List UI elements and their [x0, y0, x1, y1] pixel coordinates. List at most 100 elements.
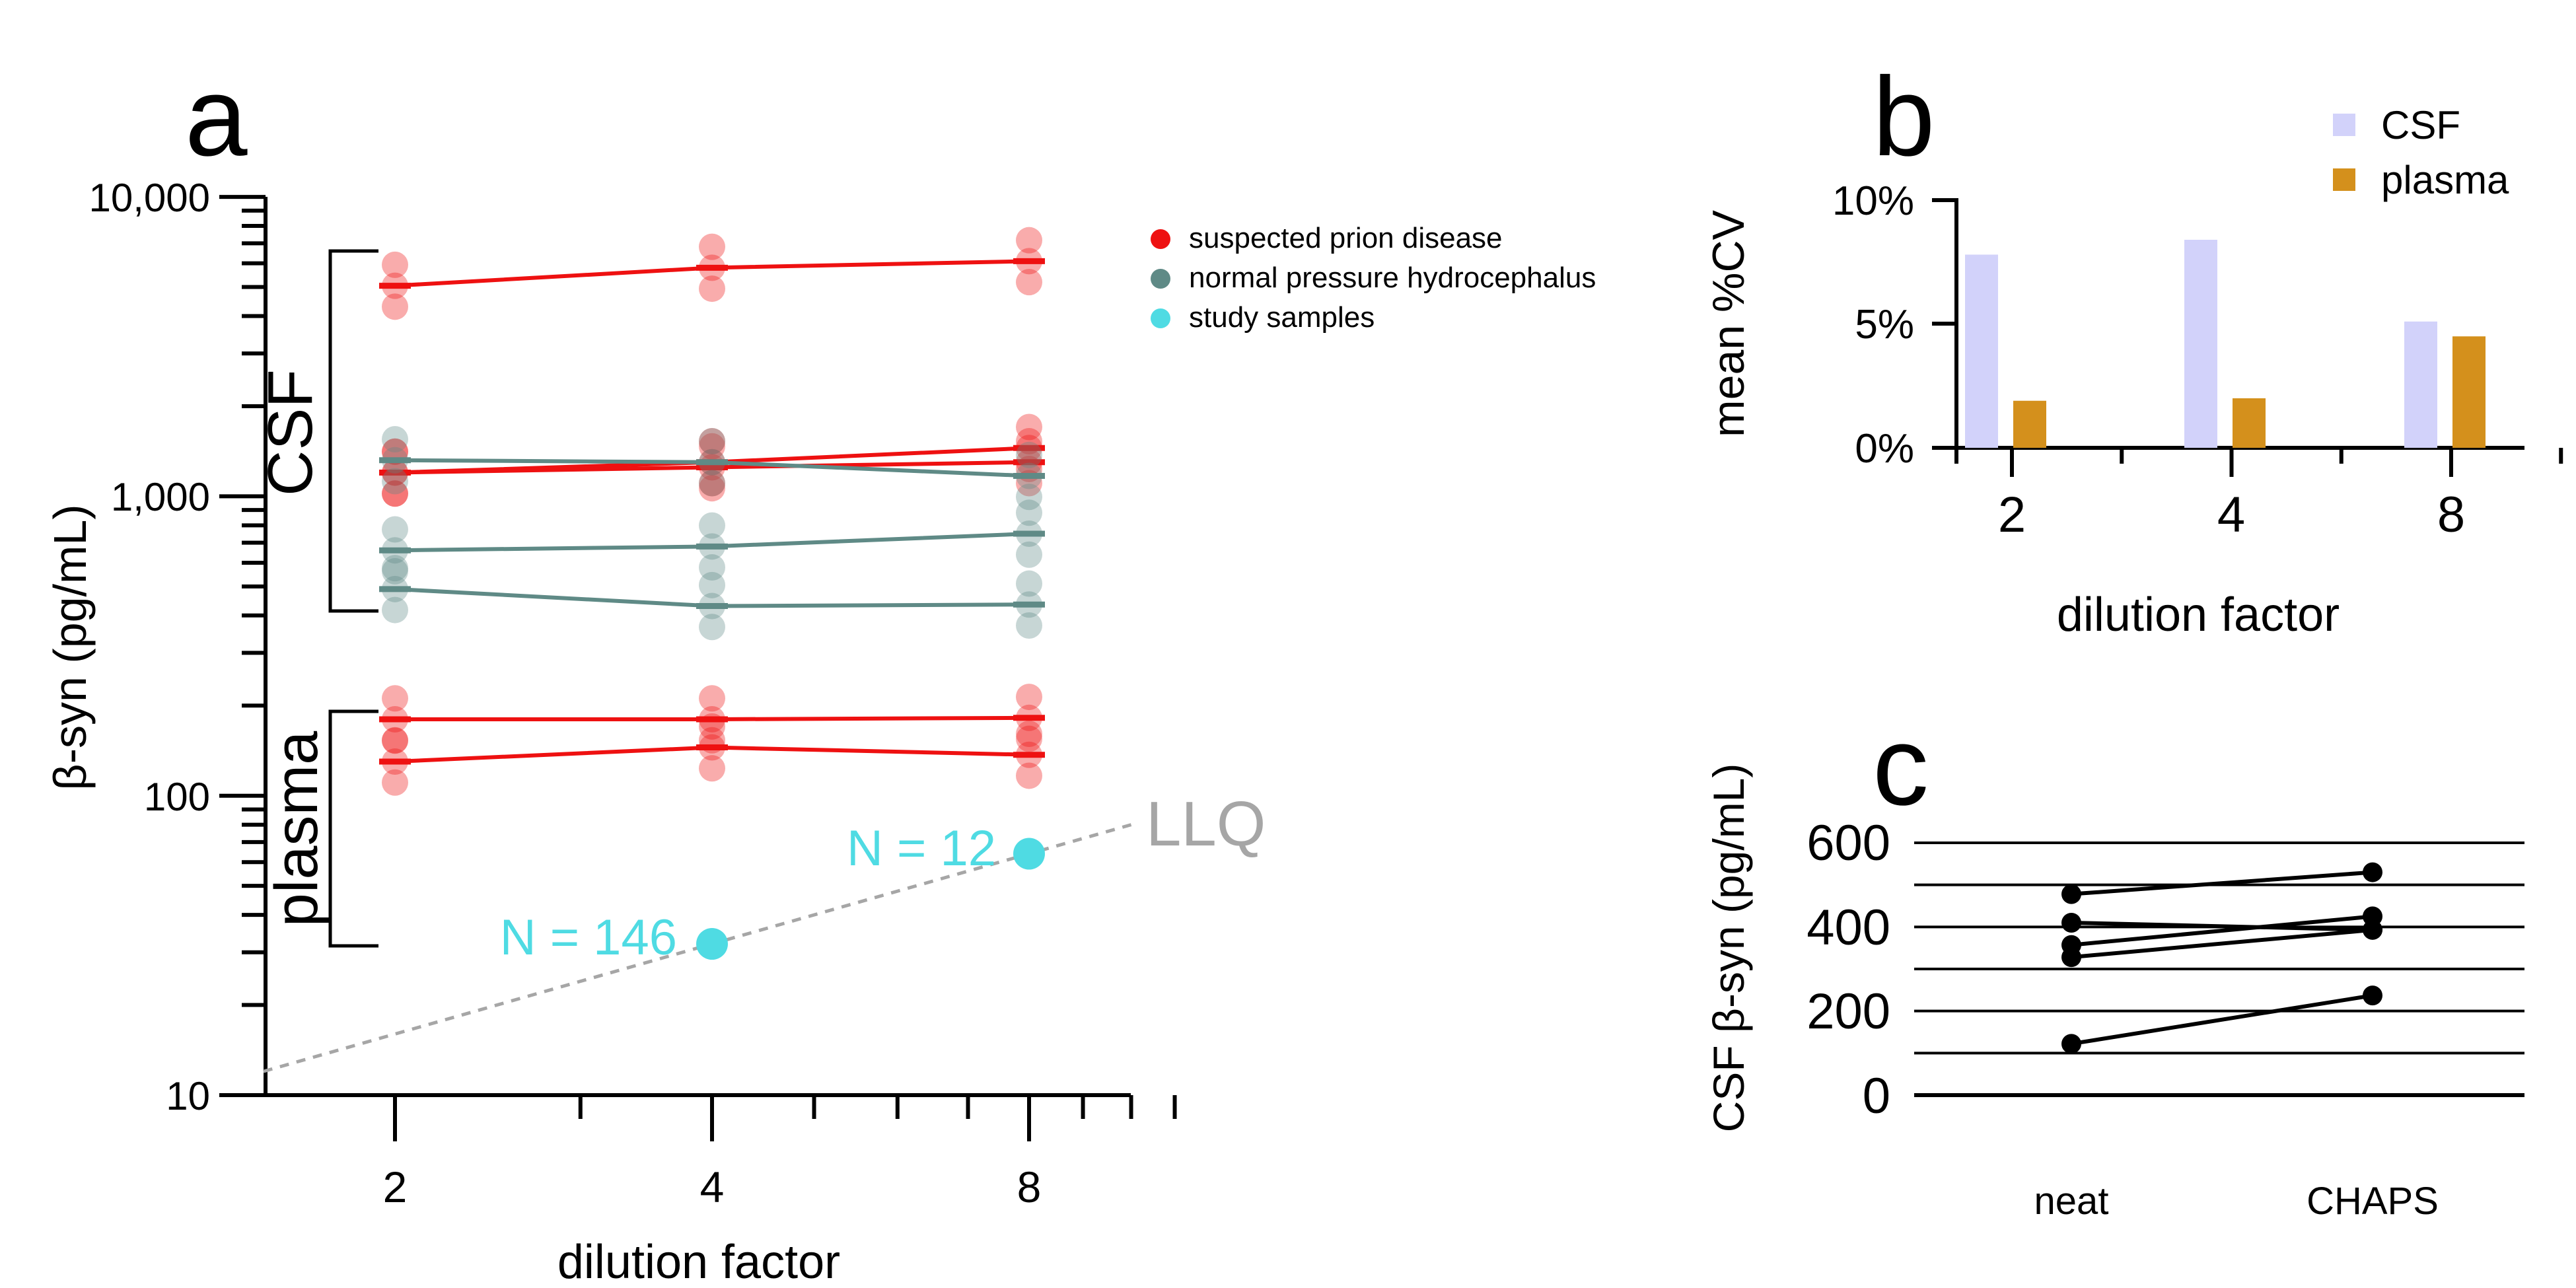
panel-b-x-tick-label: 4 [2217, 487, 2245, 543]
pair-3 [2061, 919, 2382, 968]
replicate-point [1016, 227, 1042, 254]
pair-line [2071, 870, 2373, 896]
panel-b-legend: CSF plasma [2333, 103, 2509, 202]
panel-b: b 0% 5% 10% 2 4 8 dilution factor mean %… [1703, 54, 2563, 641]
panel-a-y-tick-label: 1,000 [111, 475, 210, 519]
replicate-point [382, 516, 408, 543]
replicate-point [699, 433, 725, 460]
replicate-point [699, 614, 725, 641]
panel-a-y-axis-label: β-syn (pg/mL) [44, 504, 96, 790]
replicate-point [699, 275, 725, 303]
panel-a-y-tick-label: 10 [166, 1074, 210, 1118]
pair-line [2071, 993, 2373, 1046]
csf-bracket [328, 249, 378, 613]
panel-a-letter: a [185, 54, 248, 180]
series-nph-3 [379, 426, 1045, 511]
panel-a-y-tick-label: 100 [144, 775, 210, 819]
bar-plasma [2013, 400, 2046, 448]
panel-b-bars [1965, 240, 2486, 448]
panel-a-x-tick-label: 4 [700, 1163, 725, 1211]
study-sample-point [1013, 838, 1045, 870]
legend-swatch-plasma [2333, 168, 2355, 191]
legend-swatch-csf [2333, 114, 2355, 136]
replicate-point [699, 428, 725, 455]
replicate-point [699, 475, 725, 502]
replicate-point [1016, 499, 1042, 526]
panel-a-y-ticks [219, 195, 266, 1097]
legend-marker-prion [1151, 229, 1170, 249]
series-nph-5 [379, 555, 1045, 641]
replicate-point [1016, 483, 1042, 511]
panel-c: c 0 200 400 600 neat CHAPS CSF β-syn (pg… [1704, 703, 2524, 1223]
panel-c-y-tick-label: 0 [1863, 1068, 1890, 1124]
panel-a-data [379, 227, 1045, 960]
pair-line [2071, 914, 2373, 947]
panel-b-x-tick-label: 2 [1998, 487, 2026, 543]
panel-c-y-tick-label: 400 [1807, 900, 1890, 956]
pair-point [2363, 862, 2382, 882]
panel-b-x-axis-label: dilution factor [2057, 589, 2340, 641]
replicate-point [382, 480, 408, 507]
replicate-point [1016, 541, 1042, 568]
bar-plasma [2452, 336, 2486, 448]
replicate-point [382, 769, 408, 796]
replicate-point [382, 685, 408, 712]
pair-point [2061, 947, 2081, 968]
panel-b-x-tick-label: 8 [2437, 487, 2465, 543]
replicate-point [699, 428, 725, 455]
replicate-point [382, 293, 408, 320]
replicate-point [699, 470, 725, 497]
replicate-point [699, 512, 725, 539]
study-sample-point [696, 928, 728, 960]
replicate-point [382, 557, 408, 585]
bar-csf [1965, 254, 1998, 448]
plasma-bracket-label: plasma [263, 731, 330, 927]
replicate-point [1016, 684, 1042, 711]
pair-line [2071, 927, 2373, 960]
bar-plasma [2233, 398, 2266, 448]
replicate-point [699, 685, 725, 712]
pair-point [2363, 919, 2382, 940]
panel-c-x-tick-label: CHAPS [2307, 1180, 2439, 1223]
replicate-point [1016, 269, 1042, 296]
pair-4 [2061, 985, 2382, 1054]
replicate-point [382, 555, 408, 582]
panel-b-x-ticks [1954, 448, 2563, 477]
replicate-point [699, 470, 725, 497]
panel-a-y-tick-label: 10,000 [89, 176, 210, 220]
legend-label-study: study samples [1189, 301, 1375, 334]
replicate-point [382, 727, 408, 754]
panel-c-y-axis-label: CSF β-syn (pg/mL) [1704, 764, 1753, 1133]
panel-b-y-tick-label: 5% [1855, 302, 1914, 347]
pair-0 [2061, 862, 2382, 904]
replicate-point [382, 426, 408, 453]
pair-point [2061, 884, 2081, 904]
panel-a-x-axis-label: dilution factor [557, 1236, 840, 1288]
panel-b-y-axis-label: mean %CV [1703, 209, 1754, 437]
csf-bracket-label: CSF [255, 369, 326, 496]
series-prion-6 [379, 684, 1045, 754]
bar-csf [2184, 240, 2217, 448]
series-prion-0 [379, 227, 1045, 320]
bar-csf [2404, 321, 2437, 448]
replicate-point [1016, 762, 1042, 789]
legend-label-prion: suspected prion disease [1189, 222, 1503, 254]
panel-a-x-tick-label: 8 [1017, 1163, 1042, 1211]
pair-point [2061, 1034, 2081, 1054]
replicate-point [382, 480, 408, 507]
panel-b-letter: b [1873, 54, 1935, 180]
panel-a: a 2 4 8 10 100 1,000 10,000 dilution fac… [44, 54, 1596, 1288]
replicate-point [699, 755, 725, 782]
panel-c-letter: c [1873, 703, 1929, 829]
panel-b-y-tick-label: 0% [1855, 426, 1914, 472]
replicate-point [1016, 612, 1042, 639]
replicate-point [382, 727, 408, 754]
series-prion-7 [379, 713, 1045, 796]
study-sample-label: N = 146 [500, 910, 677, 966]
replicate-point [1016, 441, 1042, 468]
llq-label: LLQ [1146, 789, 1266, 859]
legend-label-nph: normal pressure hydrocephalus [1189, 262, 1596, 294]
panel-a-x-tick-label: 2 [383, 1163, 408, 1211]
panel-b-y-tick-label: 10% [1832, 178, 1914, 224]
replicate-point [382, 596, 408, 624]
